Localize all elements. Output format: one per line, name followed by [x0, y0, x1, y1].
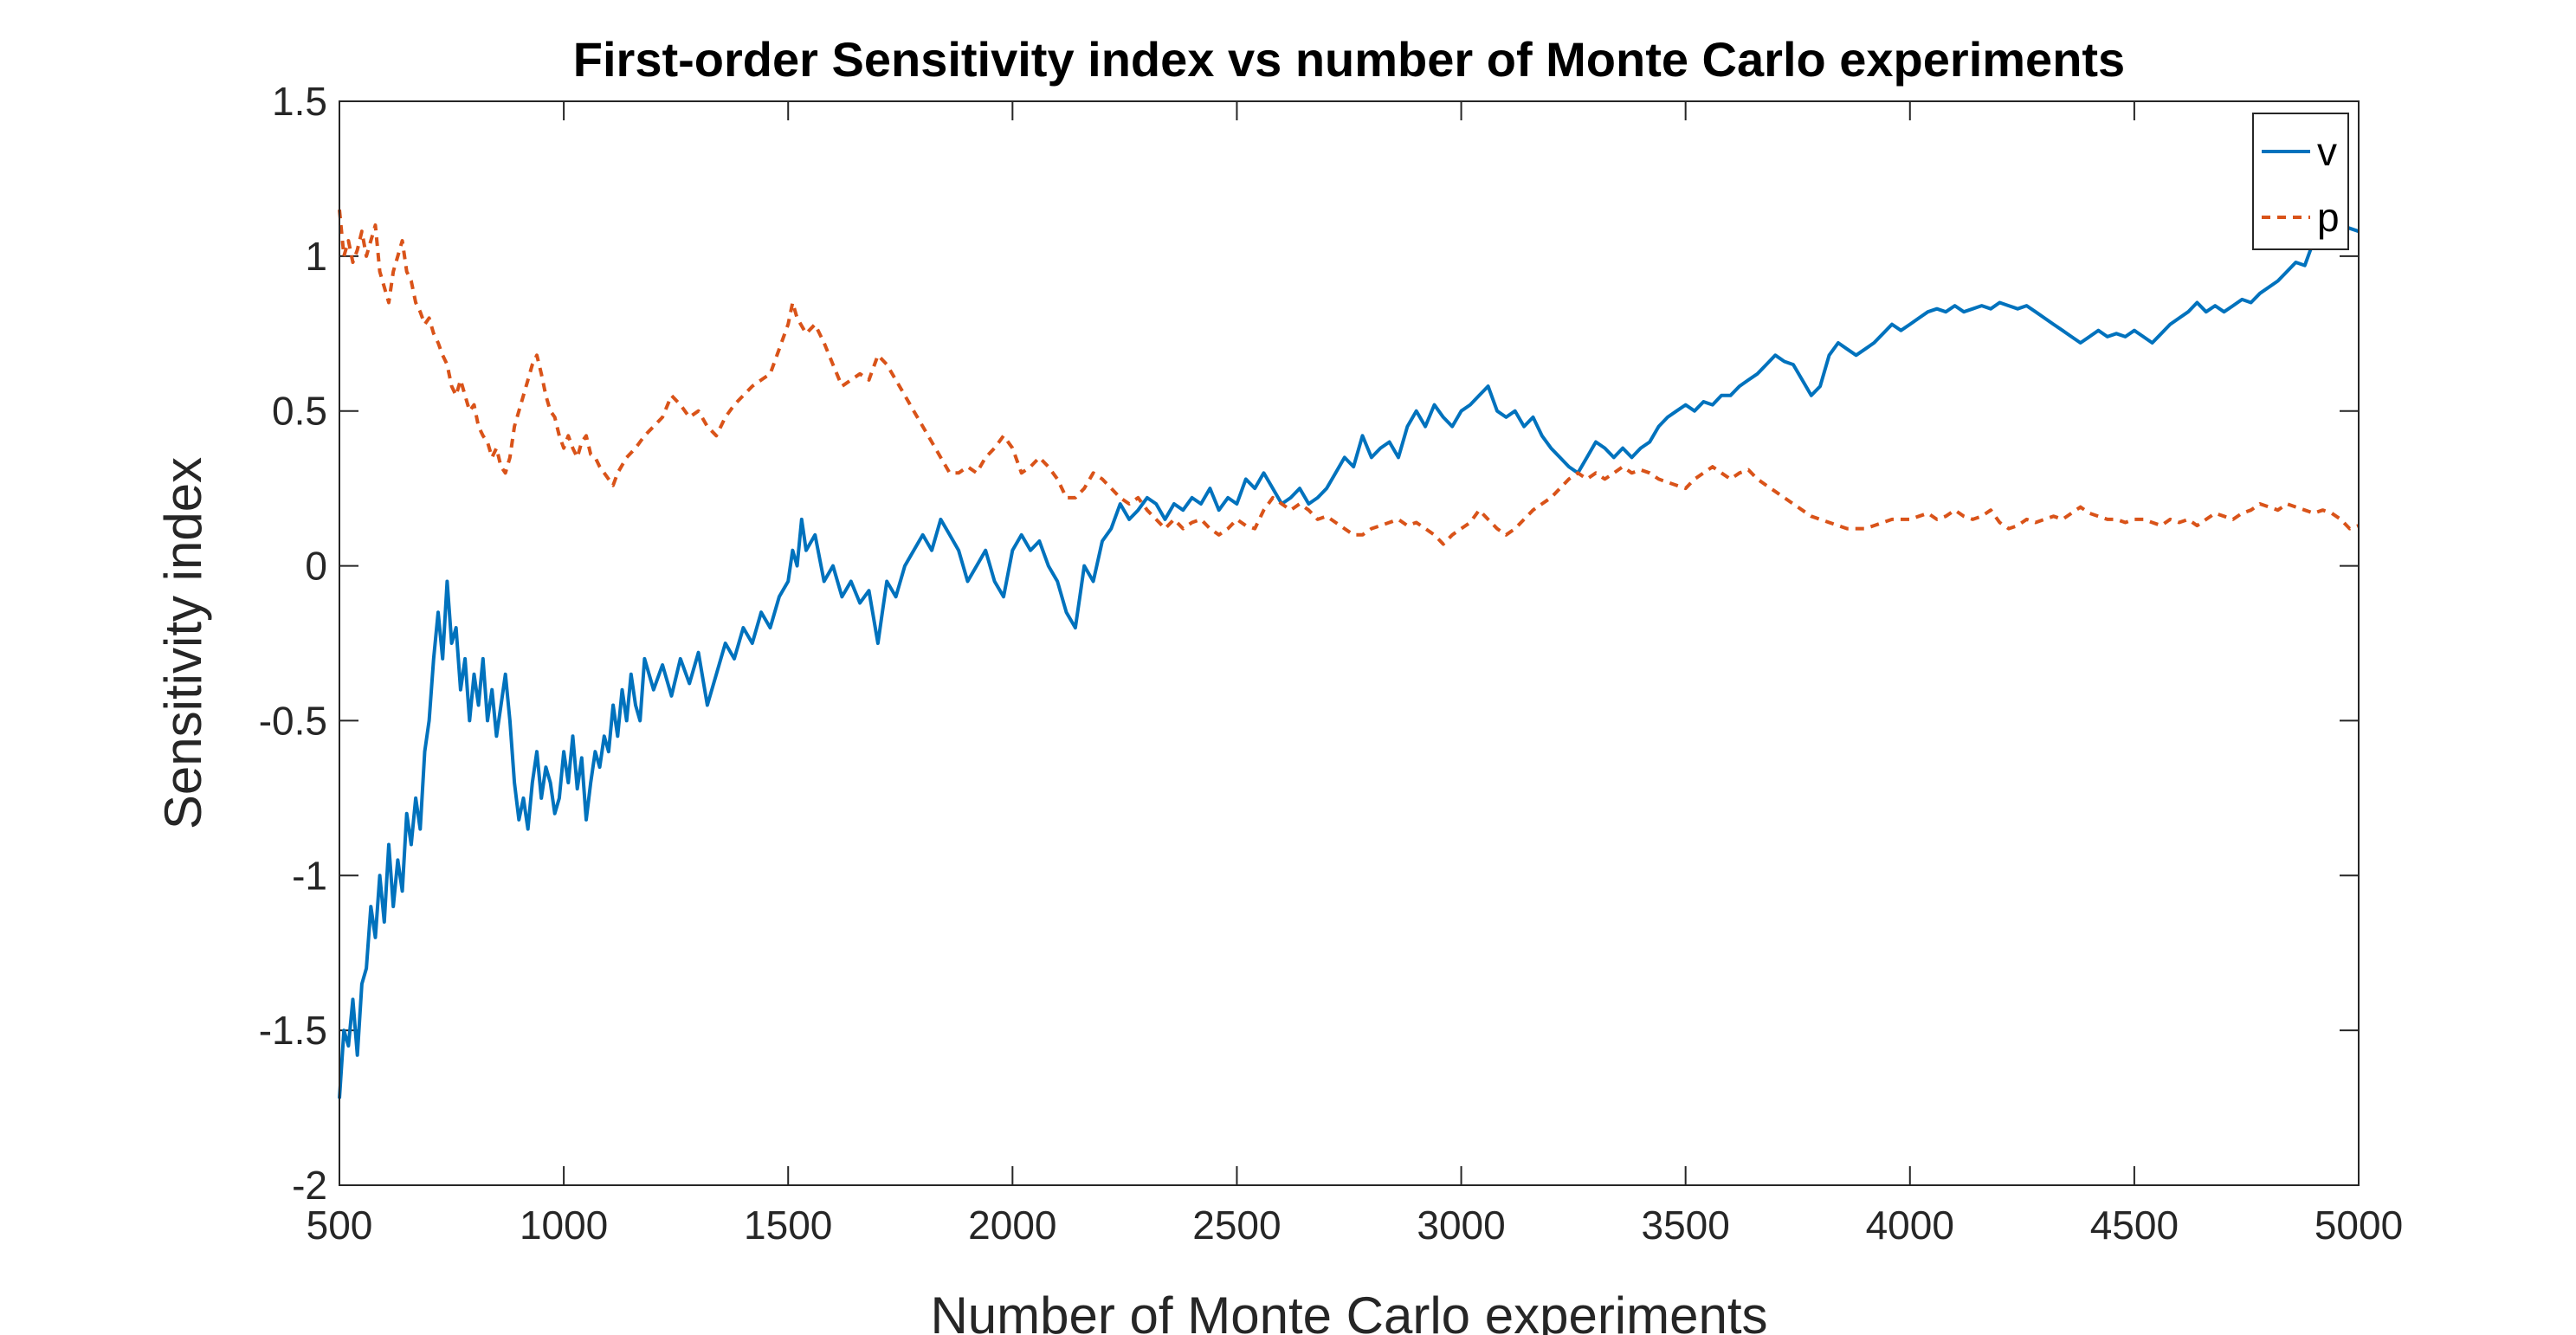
- x-tick-label: 3000: [1417, 1203, 1505, 1248]
- y-axis-label: Sensitivity index: [154, 457, 212, 829]
- x-tick-label: 3500: [1641, 1203, 1729, 1248]
- series-line-p: [338, 210, 2360, 546]
- x-axis-ticks: 500 1000 1500 2000 2500 3000 3500 4000 4500 5000: [307, 101, 2403, 1248]
- y-tick-label: -0.5: [259, 698, 327, 743]
- y-axis-ticks: -2 -1.5 -1 -0.5 0 0.5 1 1.5: [259, 79, 2359, 1208]
- legend-label-p: p: [2317, 195, 2340, 240]
- x-tick-label: 500: [307, 1203, 373, 1248]
- legend-box: [2252, 113, 2349, 250]
- y-tick-label: -2: [292, 1163, 327, 1208]
- x-tick-label: 1000: [520, 1203, 608, 1248]
- plot-area-background: [339, 101, 2359, 1185]
- x-tick-label: 2000: [968, 1203, 1056, 1248]
- legend-label-v: v: [2317, 129, 2337, 174]
- x-tick-label: 5000: [2315, 1203, 2403, 1248]
- x-axis-label: Number of Monte Carlo experiments: [930, 1287, 1767, 1335]
- plot-area-border: [339, 100, 2360, 1186]
- x-tick-label: 1500: [744, 1203, 832, 1248]
- series-layer: [338, 210, 2360, 1099]
- y-tick-label: 0.5: [272, 389, 327, 434]
- x-tick-label: 4000: [1866, 1203, 1954, 1248]
- y-tick-label: 1.5: [272, 79, 327, 124]
- chart-title: First-order Sensitivity index vs number …: [573, 32, 2125, 87]
- y-tick-label: -1: [292, 853, 327, 898]
- x-tick-label: 2500: [1192, 1203, 1281, 1248]
- y-tick-label: -1.5: [259, 1008, 327, 1053]
- y-tick-label: 0: [305, 544, 327, 589]
- y-tick-label: 1: [305, 234, 327, 279]
- legend: v p: [2252, 113, 2349, 250]
- x-tick-label: 4500: [2090, 1203, 2179, 1248]
- series-line-v: [338, 223, 2360, 1099]
